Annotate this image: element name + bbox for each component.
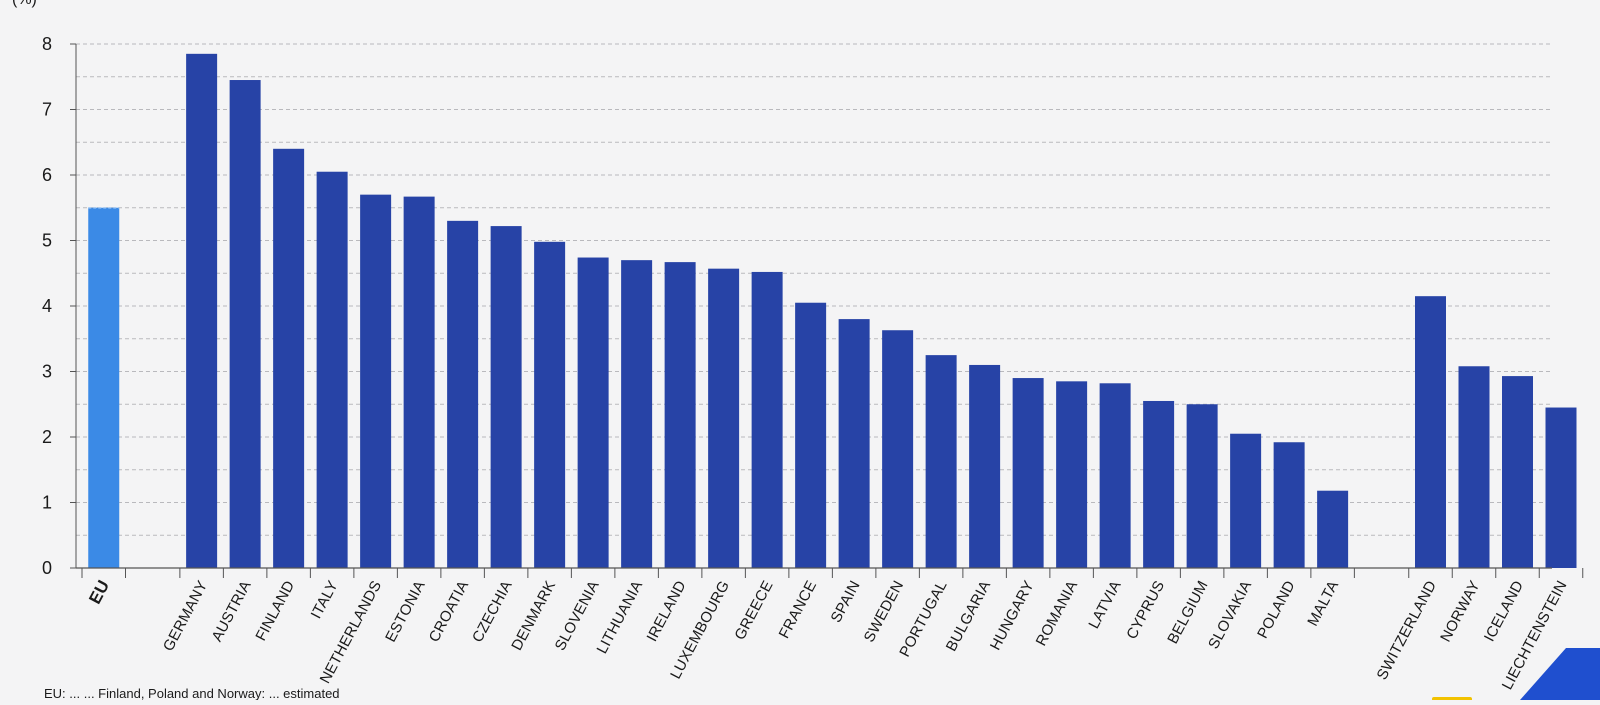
bar-czechia xyxy=(490,226,522,568)
category-label-hungary: HUNGARY xyxy=(987,578,1038,653)
bar-estonia xyxy=(403,196,435,569)
bar-lithuania xyxy=(621,260,653,568)
y-tick-label: 3 xyxy=(42,362,52,382)
y-tick-label: 7 xyxy=(42,100,52,120)
bar-slovakia xyxy=(1230,433,1262,568)
category-label-italy: ITALY xyxy=(308,578,342,622)
y-tick-label: 4 xyxy=(42,296,52,316)
y-tick-label: 1 xyxy=(42,493,52,513)
category-label-greece: GREECE xyxy=(731,578,776,643)
bar-hungary xyxy=(1012,378,1044,568)
bar-netherlands xyxy=(360,194,392,568)
category-label-estonia: ESTONIA xyxy=(382,578,428,645)
footnote: EU: ... ... Finland, Poland and Norway: … xyxy=(44,686,340,700)
category-label-sweden: SWEDEN xyxy=(861,578,907,645)
bar-switzerland xyxy=(1415,296,1446,568)
bar-germany xyxy=(186,53,218,568)
y-tick-label: 2 xyxy=(42,427,52,447)
y-tick-label: 6 xyxy=(42,165,52,185)
bar-ireland xyxy=(664,262,696,568)
bar-italy xyxy=(316,171,348,568)
category-label-cyprus: CYPRUS xyxy=(1123,578,1168,642)
category-label-iceland: ICELAND xyxy=(1481,578,1527,645)
category-label-switzerland: SWITZERLAND xyxy=(1374,578,1441,683)
bar-slovenia xyxy=(577,257,609,568)
bar-romania xyxy=(1056,381,1088,568)
category-label-denmark: DENMARK xyxy=(508,578,559,653)
category-label-ireland: IRELAND xyxy=(643,578,689,645)
category-label-lithuania: LITHUANIA xyxy=(594,578,647,657)
category-label-germany: GERMANY xyxy=(160,578,211,654)
category-label-slovakia: SLOVAKIA xyxy=(1205,578,1255,652)
category-label-czechia: CZECHIA xyxy=(469,578,516,645)
bar-latvia xyxy=(1099,383,1131,568)
category-label-belgium: BELGIUM xyxy=(1164,578,1211,647)
category-label-france: FRANCE xyxy=(776,578,821,641)
bar-norway xyxy=(1458,366,1490,568)
bar-eu xyxy=(88,207,120,568)
bar-malta xyxy=(1317,490,1349,568)
category-label-slovenia: SLOVENIA xyxy=(552,578,603,654)
category-label-norway: NORWAY xyxy=(1437,578,1483,645)
bar-denmark xyxy=(534,241,566,568)
bar-spain xyxy=(838,319,870,568)
bar-portugal xyxy=(925,355,957,568)
bar-sweden xyxy=(882,330,914,568)
category-label-croatia: CROATIA xyxy=(426,578,472,645)
y-tick-label: 0 xyxy=(42,558,52,578)
bar-luxembourg xyxy=(708,268,740,568)
category-label-latvia: LATVIA xyxy=(1085,578,1124,632)
y-axis-ticks: 0 1 2 3 4 5 6 7 8 xyxy=(42,34,77,578)
bar-liechtenstein xyxy=(1545,407,1577,568)
category-label-eu: EU xyxy=(85,577,113,607)
bar-austria xyxy=(229,80,261,569)
x-axis xyxy=(76,567,1584,578)
category-label-malta: MALTA xyxy=(1304,578,1342,629)
bar-bulgaria xyxy=(969,364,1001,568)
y-tick-label: 8 xyxy=(42,34,52,54)
category-label-spain: SPAIN xyxy=(828,578,864,626)
category-label-romania: ROMANIA xyxy=(1033,578,1082,649)
y-tick-label: 5 xyxy=(42,231,52,251)
bar-croatia xyxy=(447,220,479,568)
bar-cyprus xyxy=(1143,400,1175,568)
bar-belgium xyxy=(1186,404,1218,568)
category-label-austria: AUSTRIA xyxy=(208,578,254,645)
bar-poland xyxy=(1273,442,1305,568)
bar-iceland xyxy=(1502,376,1533,568)
category-label-poland: POLAND xyxy=(1254,578,1299,642)
bar-france xyxy=(795,302,827,568)
y-axis-unit-label: (%) xyxy=(12,0,37,8)
category-label-finland: FINLAND xyxy=(252,578,298,644)
bar-finland xyxy=(273,148,305,569)
bars xyxy=(88,53,1577,569)
category-label-bulgaria: BULGARIA xyxy=(943,578,994,654)
bar-greece xyxy=(751,271,783,568)
